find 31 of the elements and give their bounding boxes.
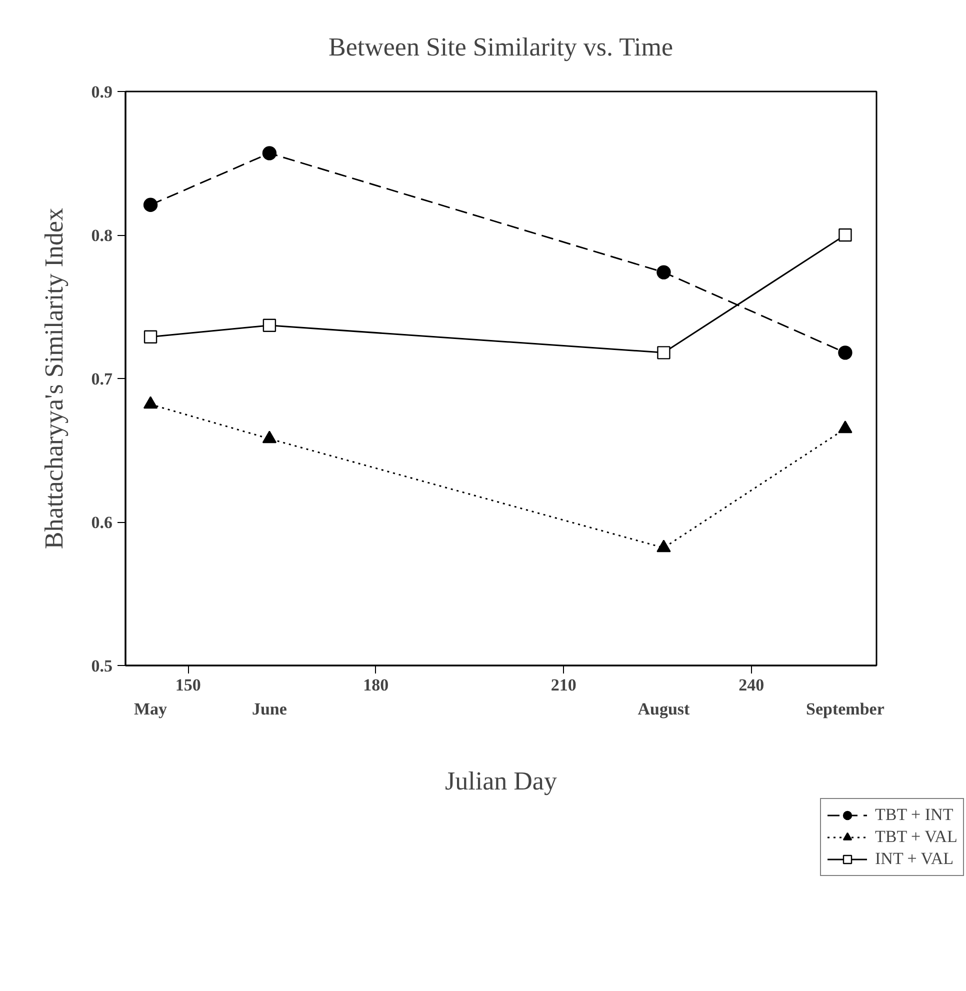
legend-label: TBT + INT bbox=[875, 805, 954, 825]
point bbox=[838, 420, 852, 434]
text: May bbox=[134, 700, 168, 718]
point bbox=[838, 346, 852, 360]
y-axis-title: Bhattacharyya's Similarity Index bbox=[39, 208, 68, 550]
x-tick-label: 150 bbox=[175, 676, 201, 694]
point bbox=[143, 198, 158, 212]
y-tick-label: 0.7 bbox=[91, 370, 113, 388]
y-tick-label: 0.9 bbox=[91, 82, 112, 102]
y-tick-label: 0.5 bbox=[91, 656, 112, 676]
point bbox=[838, 228, 852, 242]
point bbox=[262, 430, 277, 444]
text: August bbox=[638, 700, 690, 718]
point bbox=[657, 346, 670, 360]
y-tick-label: 0.6 bbox=[91, 513, 112, 532]
point bbox=[143, 396, 158, 409]
x-tick-label: 240 bbox=[738, 676, 764, 694]
x-tick-label: 210 bbox=[550, 676, 576, 694]
point bbox=[656, 265, 671, 280]
x-axis-title: Julian Day bbox=[445, 766, 557, 796]
legend-label: TBT + VAL bbox=[875, 827, 958, 847]
y-tick-label: 0.8 bbox=[91, 226, 112, 245]
chart-title: Between Site Similarity vs. Time bbox=[328, 32, 674, 62]
legend-label: INT + VAL bbox=[875, 849, 954, 869]
point bbox=[656, 540, 671, 552]
point bbox=[144, 330, 158, 344]
point bbox=[262, 318, 276, 332]
point bbox=[262, 146, 277, 160]
text: June bbox=[252, 700, 288, 718]
text: September bbox=[806, 700, 885, 718]
x-tick-label: 180 bbox=[363, 676, 389, 694]
